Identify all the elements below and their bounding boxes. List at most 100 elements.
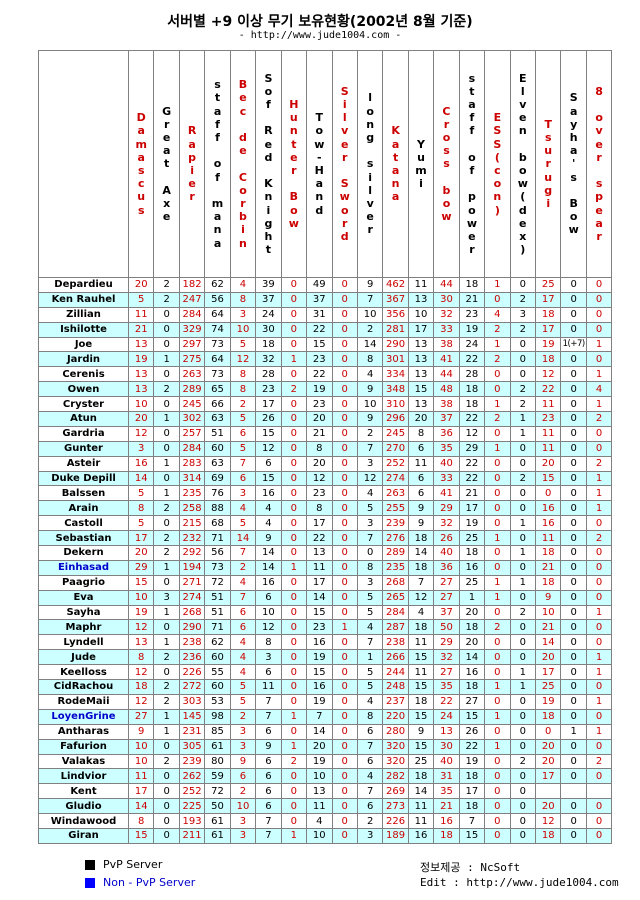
value-cell: 0 xyxy=(560,440,587,457)
value-cell: 13 xyxy=(306,545,333,561)
value-cell: 9 xyxy=(356,381,384,398)
value-cell: 263 xyxy=(382,485,409,502)
value-cell: 0 xyxy=(331,559,358,576)
value-cell: 16 xyxy=(255,574,282,591)
value-cell: 2 xyxy=(509,604,537,621)
value-cell: 9 xyxy=(407,515,435,532)
value-cell: 0 xyxy=(509,589,537,606)
server-name-cell: Giran xyxy=(38,827,129,844)
value-cell: 61 xyxy=(204,813,231,829)
value-cell: 235 xyxy=(382,559,409,576)
value-cell: 25 xyxy=(458,530,486,547)
value-cell: 0 xyxy=(280,604,308,621)
value-cell: 1 xyxy=(509,515,537,532)
value-cell: 1 xyxy=(509,664,537,681)
value-cell: 15 xyxy=(127,574,155,591)
value-cell: 0 xyxy=(153,515,180,532)
value-cell: 310 xyxy=(382,396,409,413)
value-cell: 4 xyxy=(229,277,257,293)
value-cell: 25 xyxy=(458,574,486,591)
value-cell: 9 xyxy=(229,753,257,770)
value-cell: 27 xyxy=(433,589,460,606)
value-cell: 76 xyxy=(204,485,231,502)
value-cell: 12 xyxy=(255,440,282,457)
value-cell: 7 xyxy=(407,574,435,591)
table-row: Jardin 19 1 275 64 12 32 1 23 0 8 301 13 41 22 2 0 18 0 0 xyxy=(38,351,613,368)
value-cell: 0 xyxy=(280,530,308,547)
value-cell: 2 xyxy=(585,411,613,427)
value-cell: 16 xyxy=(458,664,486,681)
value-cell: 6 xyxy=(255,723,282,740)
legend-nonpvp: Non - PvP Server xyxy=(85,876,195,889)
value-cell: 20 xyxy=(534,753,562,770)
table-row: Lindvior 11 0 262 59 6 6 0 10 0 4 282 18 31 18 0 0 17 0 0 xyxy=(38,768,613,785)
value-cell: 14 xyxy=(255,545,282,561)
value-cell: 0 xyxy=(560,485,587,502)
value-cell: 3 xyxy=(127,440,155,457)
value-cell: 19 xyxy=(306,649,333,666)
value-cell: 193 xyxy=(178,813,206,829)
value-cell: 0 xyxy=(280,396,308,413)
value-cell: 19 xyxy=(306,693,333,710)
value-cell: 5 xyxy=(229,679,257,695)
value-cell: 4 xyxy=(356,485,384,502)
value-cell: 35 xyxy=(433,679,460,695)
value-cell: 0 xyxy=(153,664,180,681)
value-cell: 263 xyxy=(178,366,206,383)
value-cell: 17 xyxy=(458,500,486,517)
value-cell: 14 xyxy=(407,545,435,561)
value-cell: 289 xyxy=(178,381,206,398)
value-cell: 8 xyxy=(127,649,155,666)
value-cell: 0 xyxy=(331,589,358,606)
value-cell: 30 xyxy=(433,738,460,755)
value-cell: 7 xyxy=(356,738,384,755)
value-cell: 28 xyxy=(458,366,486,383)
value-cell: 182 xyxy=(178,277,206,293)
value-cell: 1 xyxy=(484,336,511,353)
value-cell: 4 xyxy=(356,619,384,636)
value-cell: 1 xyxy=(280,827,308,844)
value-cell: 0 xyxy=(280,485,308,502)
value-cell: 20 xyxy=(306,738,333,755)
value-cell: 11 xyxy=(407,664,435,681)
value-cell: 32 xyxy=(433,306,460,323)
value-cell: 85 xyxy=(204,723,231,740)
value-cell: 0 xyxy=(153,783,180,800)
value-cell: 37 xyxy=(255,291,282,308)
value-cell: 274 xyxy=(178,589,206,606)
value-cell: 257 xyxy=(178,425,206,442)
value-cell: 0 xyxy=(331,515,358,532)
value-cell: 38 xyxy=(433,396,460,413)
value-cell: 272 xyxy=(178,679,206,695)
value-cell: 0 xyxy=(331,485,358,502)
value-cell: 23 xyxy=(458,306,486,323)
page-title: 서버별 +9 이상 무기 보유현황(2002년 8월 기준) xyxy=(167,14,473,30)
value-cell: 262 xyxy=(178,768,206,785)
value-cell: 13 xyxy=(407,366,435,383)
value-cell: 22 xyxy=(534,381,562,398)
server-name-cell: Ken Rauhel xyxy=(38,291,129,308)
value-cell: 2 xyxy=(509,321,537,338)
value-cell: 268 xyxy=(178,604,206,621)
value-cell: 0 xyxy=(560,708,587,725)
value-cell: 21 xyxy=(458,291,486,308)
value-cell: 1 xyxy=(585,693,613,710)
table-row: Keelloss 12 0 226 55 4 6 0 15 0 5 244 11 27 16 0 1 17 0 1 xyxy=(38,664,613,681)
value-cell: 1 xyxy=(560,723,587,740)
value-cell: 0 xyxy=(280,723,308,740)
value-cell: 6 xyxy=(229,470,257,487)
value-cell: 0 xyxy=(484,485,511,502)
value-cell: 21 xyxy=(433,798,460,815)
value-cell: 0 xyxy=(280,679,308,695)
value-cell: 36 xyxy=(433,425,460,442)
value-cell: 20 xyxy=(458,604,486,621)
value-cell: 252 xyxy=(178,783,206,800)
value-cell: 0 xyxy=(153,768,180,785)
value-cell: 18 xyxy=(407,619,435,636)
value-cell: 0 xyxy=(484,500,511,517)
value-cell: 40 xyxy=(433,753,460,770)
value-cell: 9 xyxy=(407,500,435,517)
value-cell: 0 xyxy=(560,649,587,666)
value-cell: 0 xyxy=(153,425,180,442)
